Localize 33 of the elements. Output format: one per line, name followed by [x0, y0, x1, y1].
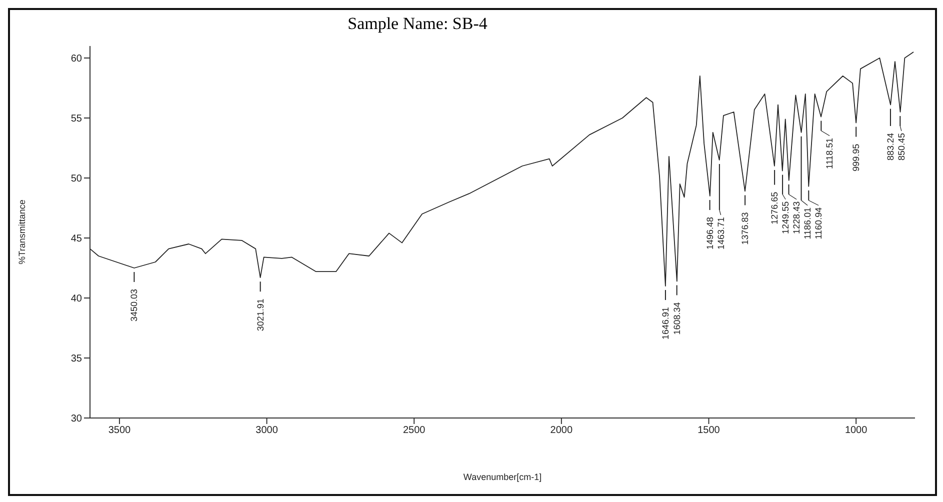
- y-tick-label: 35: [70, 354, 82, 365]
- annotation: 999.95: [851, 144, 862, 172]
- annotation: 1496.48: [704, 217, 715, 250]
- annotation: 1249.55: [780, 201, 791, 234]
- x-axis-title: Wavenumber[cm-1]: [463, 472, 542, 482]
- annotation: 1463.71: [716, 217, 726, 250]
- y-tick-label: 60: [70, 54, 82, 65]
- y-axis-title: %Transmittance: [17, 200, 28, 264]
- x-tick-label: 2500: [402, 425, 426, 436]
- annotation: 1646.91: [660, 307, 670, 340]
- annotation: 1228.43: [792, 201, 802, 234]
- annotation: 1186.01: [802, 207, 813, 240]
- annotation: 1276.65: [770, 192, 780, 224]
- y-tick-label: 50: [70, 174, 82, 185]
- annotation: 3450.03: [129, 289, 140, 322]
- chart-title: Sample Name: SB-4: [346, 14, 488, 34]
- y-tick-label: 30: [70, 414, 82, 425]
- annotation: 1608.34: [672, 302, 682, 335]
- y-tick-label: 45: [70, 234, 82, 245]
- annotation: 1160.94: [814, 207, 824, 240]
- y-tick-label: 55: [70, 114, 82, 125]
- annotation: 3021.91: [255, 298, 266, 332]
- x-tick-label: 1000: [844, 425, 868, 436]
- x-tick-label: 3000: [256, 425, 278, 436]
- y-tick-label: 40: [70, 294, 82, 305]
- x-tick-label: 1500: [698, 425, 720, 436]
- x-tick-label: 2000: [550, 425, 573, 436]
- annotation: 883.24: [885, 133, 896, 161]
- annotation: 1118.51: [824, 138, 835, 170]
- annotation: 850.45: [896, 133, 906, 161]
- line-series: [90, 52, 914, 286]
- annotation: 1376.83: [740, 212, 750, 245]
- x-tick-label: 3500: [108, 425, 132, 436]
